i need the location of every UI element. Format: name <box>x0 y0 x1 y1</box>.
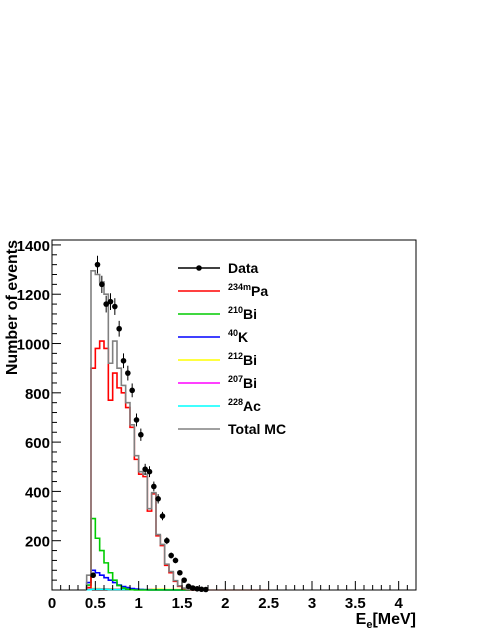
data-point <box>142 466 148 473</box>
data-point <box>203 586 209 593</box>
legend-label-40k: 40K <box>228 328 248 345</box>
legend-label-superscript: 212 <box>228 351 243 361</box>
legend-label-superscript: 207 <box>228 374 243 384</box>
y-tick-label: 600 <box>25 435 50 452</box>
legend-label-superscript: 228 <box>228 397 243 407</box>
x-tick-label: 0 <box>48 595 56 612</box>
plot-frame <box>51 239 417 591</box>
legend-label-base: Bi <box>243 306 257 322</box>
data-point <box>185 583 192 590</box>
x-tick-label: 4 <box>394 595 403 612</box>
legend-label-superscript: 40 <box>228 328 238 338</box>
x-axis-label-subscript: e <box>366 619 372 631</box>
legend-label-base: Bi <box>243 375 257 391</box>
legend-label-base: Bi <box>243 352 257 368</box>
y-tick-label: 400 <box>25 484 50 501</box>
data-point <box>90 572 96 579</box>
legend-label-base: Ac <box>243 398 261 414</box>
y-axis-label: Number of events <box>4 240 21 375</box>
data-point <box>133 417 140 423</box>
series-layer <box>85 270 269 591</box>
data-points-layer <box>90 255 209 593</box>
y-tick-label: 1200 <box>17 287 50 304</box>
data-point <box>164 537 170 544</box>
x-tick-label: 2.5 <box>258 595 279 612</box>
data-point <box>194 585 200 592</box>
data-point <box>155 496 161 502</box>
data-point <box>138 431 144 438</box>
legend-label-base: Pa <box>251 283 268 299</box>
data-point <box>107 298 114 305</box>
x-axis-label: Ee[MeV] <box>356 611 416 631</box>
x-tick-label: 3.5 <box>345 595 366 612</box>
x-axis-label-unit: [MeV] <box>372 611 416 628</box>
data-point <box>146 468 153 475</box>
legend-label-superscript: 234m <box>228 282 251 292</box>
x-tick-label: 1 <box>134 595 142 612</box>
data-point <box>99 281 105 288</box>
legend-label-total-mc: Total MC <box>228 421 286 437</box>
data-point <box>181 577 187 583</box>
axis-layer: 0 0.5 1 1.5 2 2.5 3 3.5 4 200 400 600 800 1000 1200 140… <box>17 238 417 612</box>
data-point <box>159 513 166 519</box>
data-point <box>120 357 127 364</box>
data-point <box>198 586 205 593</box>
data-point <box>125 370 131 376</box>
legend-label-234mpa: 234mPa <box>228 282 268 299</box>
legend-label-210bi: 210Bi <box>228 305 257 322</box>
legend-marker-data <box>196 265 202 271</box>
x-axis-label-main: E <box>356 611 367 628</box>
data-point <box>94 261 101 268</box>
legend-label-base: K <box>238 329 248 345</box>
y-tick-label: 200 <box>25 534 50 551</box>
x-tick-label: 3 <box>308 595 316 612</box>
data-point <box>103 301 109 307</box>
y-tick-label: 800 <box>25 386 50 403</box>
series-total-mc-histogram <box>85 270 269 591</box>
x-tick-label: 1.5 <box>172 595 193 612</box>
legend-label-207bi: 207Bi <box>228 374 257 391</box>
data-point <box>190 585 196 591</box>
data-point <box>112 303 118 310</box>
legend-label-228ac: 228Ac <box>228 397 261 414</box>
data-point <box>129 387 135 394</box>
x-tick-label: 2 <box>221 595 229 612</box>
legend-label-superscript: 210 <box>228 305 243 315</box>
legend-label-212bi: 212Bi <box>228 351 257 368</box>
data-point <box>177 569 183 576</box>
data-point <box>172 557 179 564</box>
data-point <box>116 325 122 332</box>
y-tick-label: 1000 <box>17 337 50 354</box>
data-point <box>168 552 174 559</box>
legend-label-data: Data <box>228 260 259 276</box>
y-tick-label: 1400 <box>17 238 50 255</box>
x-tick-label: 0.5 <box>85 595 106 612</box>
series-210bi-histogram <box>85 517 269 591</box>
data-point <box>151 483 157 490</box>
